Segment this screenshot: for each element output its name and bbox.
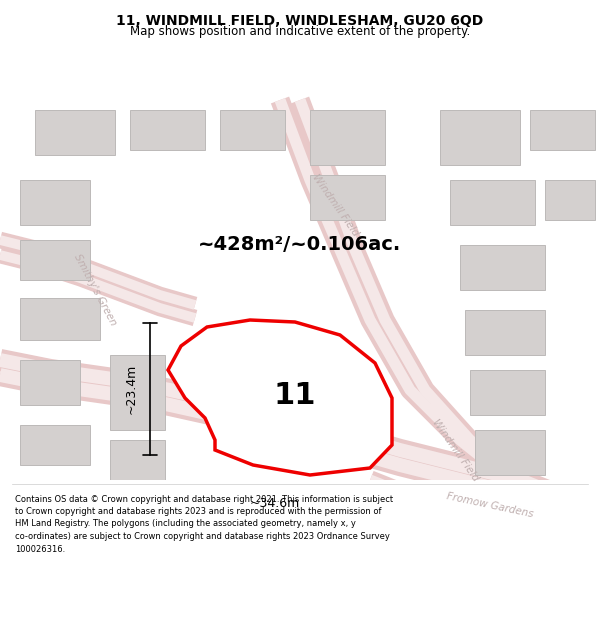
Text: 11: 11 xyxy=(274,381,316,409)
Polygon shape xyxy=(20,180,90,225)
Text: ~34.6m: ~34.6m xyxy=(250,497,300,510)
Polygon shape xyxy=(20,425,90,465)
Polygon shape xyxy=(110,355,165,430)
Text: Fromow Gardens: Fromow Gardens xyxy=(446,491,535,519)
Polygon shape xyxy=(168,320,392,475)
Polygon shape xyxy=(470,370,545,415)
Polygon shape xyxy=(460,245,545,290)
Polygon shape xyxy=(545,180,595,220)
Text: 11, WINDMILL FIELD, WINDLESHAM, GU20 6QD: 11, WINDMILL FIELD, WINDLESHAM, GU20 6QD xyxy=(116,14,484,28)
Polygon shape xyxy=(20,240,90,280)
Polygon shape xyxy=(20,298,100,340)
Polygon shape xyxy=(130,110,205,150)
Polygon shape xyxy=(465,310,545,355)
Polygon shape xyxy=(475,430,545,475)
Polygon shape xyxy=(20,360,80,405)
Polygon shape xyxy=(450,180,535,225)
Text: ~428m²/~0.106ac.: ~428m²/~0.106ac. xyxy=(199,236,401,254)
Polygon shape xyxy=(110,440,165,480)
Text: Map shows position and indicative extent of the property.: Map shows position and indicative extent… xyxy=(130,24,470,38)
Polygon shape xyxy=(440,110,520,165)
Polygon shape xyxy=(530,110,595,150)
Text: Contains OS data © Crown copyright and database right 2021. This information is : Contains OS data © Crown copyright and d… xyxy=(15,494,393,554)
Polygon shape xyxy=(310,175,385,220)
Polygon shape xyxy=(20,480,110,520)
Polygon shape xyxy=(475,485,535,520)
Text: ~23.4m: ~23.4m xyxy=(125,364,138,414)
Polygon shape xyxy=(310,110,385,165)
Text: Windmill Field: Windmill Field xyxy=(430,417,480,483)
Text: Smithy's Green: Smithy's Green xyxy=(72,253,118,328)
Polygon shape xyxy=(220,110,285,150)
Polygon shape xyxy=(35,110,115,155)
Text: Windmill Field: Windmill Field xyxy=(310,172,360,238)
